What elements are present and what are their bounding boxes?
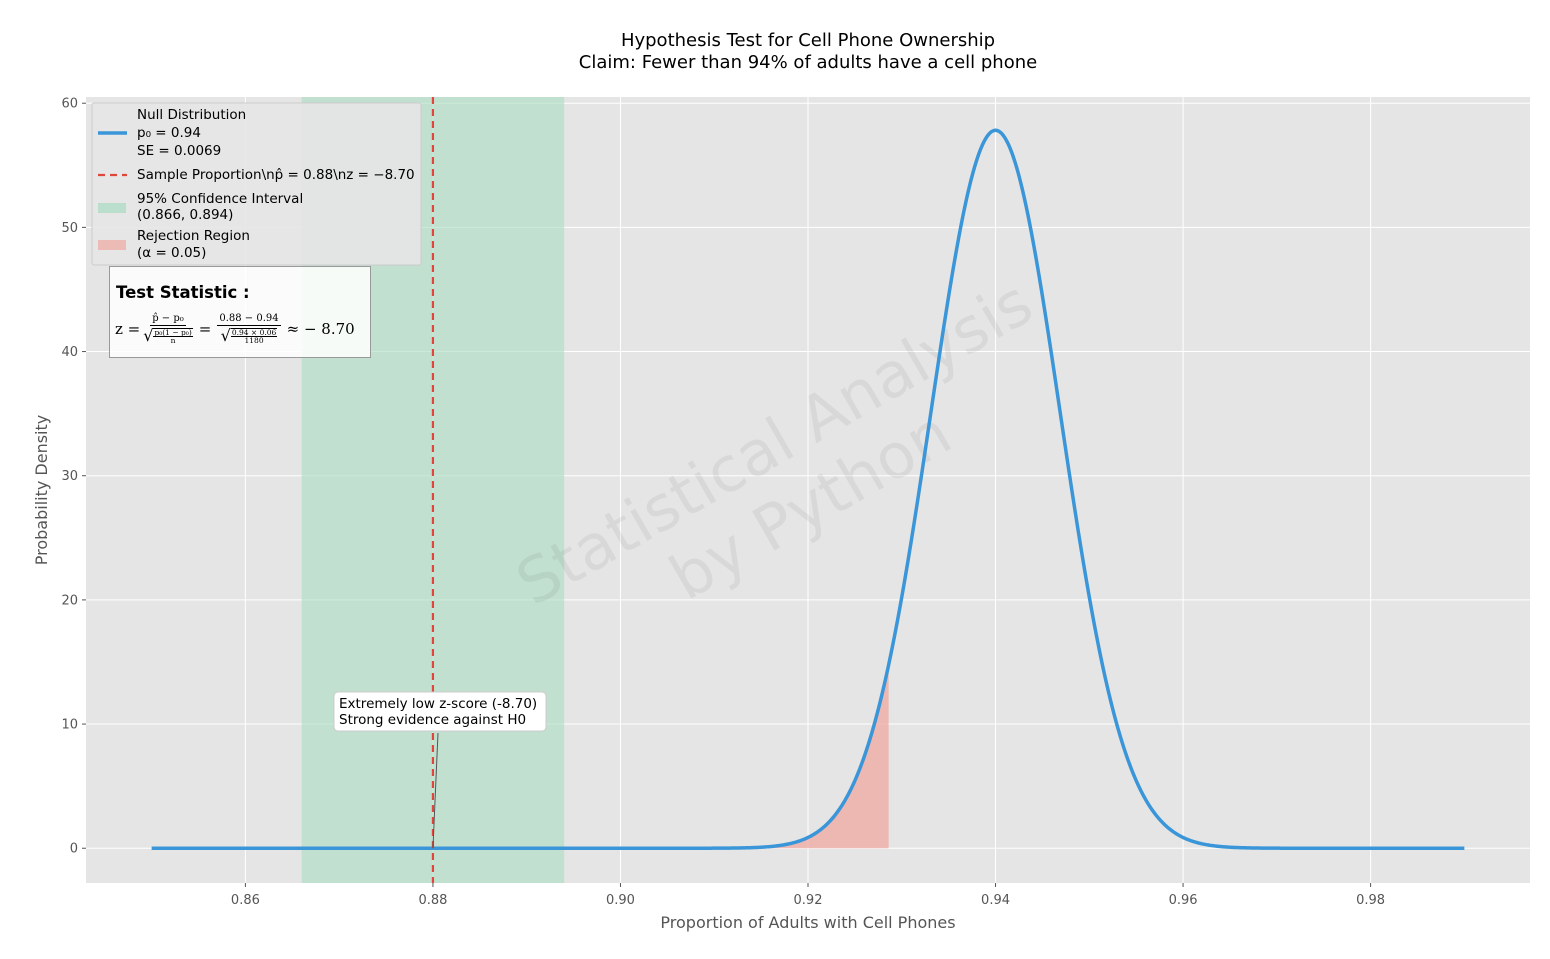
x-axis-label: Proportion of Adults with Cell Phones (660, 913, 955, 932)
legend-null-line-3: SE = 0.0069 (137, 143, 221, 159)
annotation-arrow (432, 732, 439, 849)
formula-den-1: √ p₀(1 − p₀) n (143, 326, 193, 345)
y-tick-label: 20 (61, 593, 78, 608)
legend-rr-line-1: Rejection Region (137, 228, 250, 244)
legend-ci-line-1: 95% Confidence Interval (137, 191, 303, 207)
formula-equals: = (198, 320, 212, 338)
test-statistic-box: Test Statistic : z = p̂ − p₀ √ p₀(1 − p₀… (109, 266, 371, 358)
formula-den-2: √ 0.94 × 0.06 1180 (221, 326, 278, 345)
y-tick-label: 40 (61, 345, 78, 360)
annotation-line-2: Strong evidence against H0 (339, 712, 526, 728)
x-tick-label: 0.88 (418, 893, 447, 908)
x-tick-label: 0.96 (1169, 893, 1198, 908)
legend-sample-line-1: Sample Proportion\np̂ = 0.88\nz = −8.70 (137, 167, 415, 183)
series-layer (151, 97, 1465, 883)
y-tick-label: 50 (61, 221, 78, 236)
formula-num-1: p̂ − p₀ (150, 312, 186, 326)
y-tick-label: 60 (61, 97, 78, 112)
formula-inner-num-1: p₀(1 − p₀) (153, 327, 193, 337)
y-axis-label: Probability Density (32, 415, 51, 566)
chart-subtitle: Claim: Fewer than 94% of adults have a c… (579, 52, 1037, 73)
test-statistic-heading: Test Statistic : (116, 283, 250, 302)
legend-swatch-rr (98, 240, 126, 250)
null-distribution-curve (151, 128, 1465, 850)
formula-inner-num-2: 0.94 × 0.06 (230, 327, 278, 337)
chart-title: Hypothesis Test for Cell Phone Ownership (621, 30, 995, 51)
annotation-line-1: Extremely low z-score (-8.70) (339, 696, 537, 712)
legend-swatch-ci (98, 203, 126, 213)
annotation: Extremely low z-score (-8.70) Strong evi… (333, 691, 547, 849)
formula-num-2: 0.88 − 0.94 (217, 312, 281, 326)
sqrt-symbol: √ (143, 326, 154, 345)
legend-null-line-1: Null Distribution (137, 107, 246, 123)
annotation-box (333, 691, 547, 732)
x-tick-label: 0.92 (794, 893, 823, 908)
formula-inner-frac-1: p₀(1 − p₀) n (153, 327, 193, 345)
formula-inner-den-1: n (170, 336, 176, 345)
formula-fraction-1: p̂ − p₀ √ p₀(1 − p₀) n (143, 312, 193, 345)
x-tick-label: 0.98 (1356, 893, 1385, 908)
test-statistic-formula: z = p̂ − p₀ √ p₀(1 − p₀) n = 0.88 − 0.94… (115, 307, 358, 351)
formula-fraction-2: 0.88 − 0.94 √ 0.94 × 0.06 1180 (217, 312, 281, 345)
y-tick-label: 30 (61, 469, 78, 484)
formula-approx: ≈ − 8.70 (286, 320, 355, 338)
formula-inner-den-2: 1180 (244, 336, 264, 345)
legend-rr-line-2: (α = 0.05) (137, 245, 206, 261)
x-tick-label: 0.94 (981, 893, 1010, 908)
x-tick-label: 0.90 (606, 893, 635, 908)
formula-z: z = (115, 320, 141, 338)
sqrt-symbol-2: √ (220, 326, 231, 345)
x-axis-ticks: 0.86 0.88 0.90 0.92 0.94 0.96 0.98 (231, 883, 1385, 908)
formula-inner-frac-2: 0.94 × 0.06 1180 (230, 327, 278, 345)
legend-null-line-2: p₀ = 0.94 (137, 125, 201, 141)
y-tick-label: 10 (61, 718, 78, 733)
y-axis-ticks: 0 10 20 30 40 50 60 (61, 97, 86, 857)
legend-frame (91, 102, 422, 266)
y-tick-label: 0 (70, 842, 78, 857)
x-tick-label: 0.86 (231, 893, 260, 908)
legend: Null Distribution p₀ = 0.94 SE = 0.0069 … (91, 102, 422, 266)
legend-ci-line-2: (0.866, 0.894) (137, 207, 233, 223)
